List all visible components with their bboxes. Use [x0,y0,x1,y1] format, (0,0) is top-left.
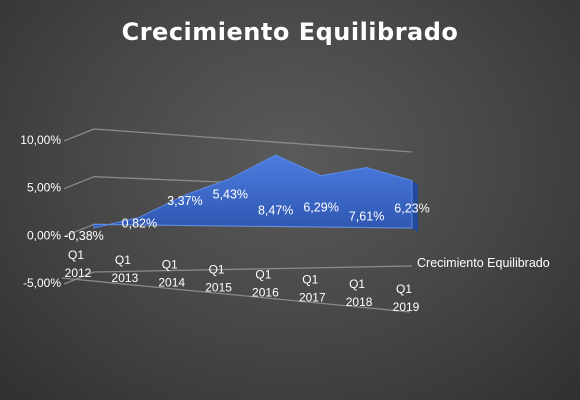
gridline-wall [63,271,95,285]
x-tick-label: 2018 [346,295,373,309]
x-tick-label: Q1 [302,272,318,286]
gridline-wall [63,223,95,237]
series-area [93,154,413,229]
y-tick-label: 5,00% [27,181,61,195]
x-tick-label: Q1 [209,263,225,277]
y-tick-label: 10,00% [20,133,61,147]
gridline-wall [63,176,95,190]
x-tick-label: 2014 [158,276,185,290]
x-tick-label: Q1 [396,282,412,296]
gridline-wall [63,128,95,142]
x-tick-label: 2015 [205,281,232,295]
x-tick-label: Q1 [162,258,178,272]
gridline [93,128,413,153]
x-tick-label: Q1 [115,253,131,267]
data-label: 6,23% [394,201,429,215]
x-tick-label: Q1 [68,248,84,262]
y-tick-label: -5,00% [23,276,61,290]
chart-title: Crecimiento Equilibrado [121,18,459,46]
series-label: Crecimiento Equilibrado [417,256,550,270]
x-tick-label: 2017 [299,290,326,304]
x-tick-label: Q1 [349,277,365,291]
x-tick-label: 2013 [112,271,139,285]
data-label: 8,47% [258,203,293,217]
data-label: -0,38% [64,229,104,243]
x-tick-label: Q1 [255,267,271,281]
x-tick-label: 2019 [393,300,420,314]
data-label: 7,61% [349,209,384,223]
data-label: 3,37% [167,194,202,208]
data-label: 5,43% [213,187,248,201]
x-tick-label: 2016 [252,285,279,299]
x-axis-line [61,277,411,313]
data-label: 0,82% [122,216,157,230]
y-tick-label: 0,00% [27,228,61,242]
data-label: 6,29% [303,200,338,214]
series-area-side [412,180,418,232]
x-tick-label: 2012 [65,266,92,280]
gridline [93,265,413,273]
